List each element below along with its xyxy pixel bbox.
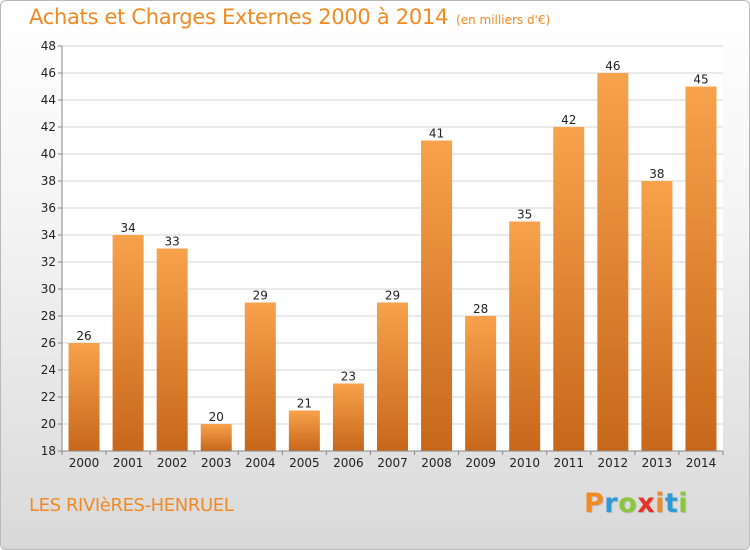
x-tick-label: 2004 bbox=[245, 456, 276, 470]
bar bbox=[377, 302, 408, 451]
bar-value-label: 34 bbox=[120, 221, 135, 235]
x-axis: 2000 2001 2002 2003 2004 2005 2006 2007 2008 2009… bbox=[61, 450, 724, 470]
logo-letter: i bbox=[655, 488, 665, 519]
bar bbox=[156, 248, 188, 451]
bar bbox=[421, 140, 453, 451]
bar-value-label: 29 bbox=[385, 289, 400, 303]
bar-value-label: 46 bbox=[605, 59, 620, 73]
logo-letter: r bbox=[604, 488, 619, 519]
commune-name: LES RIVIèRES-HENRUEL bbox=[29, 495, 234, 516]
y-tick-label: 28 bbox=[41, 309, 56, 323]
x-tick-label: 2006 bbox=[333, 456, 364, 470]
bar bbox=[200, 424, 232, 451]
x-tick-label: 2005 bbox=[289, 456, 320, 470]
logo-letter: P bbox=[584, 488, 605, 519]
bar bbox=[685, 86, 717, 451]
y-axis: 18 20 22 24 26 28 30 32 34 36 38 40 42 44 46 48 bbox=[41, 39, 63, 458]
y-tick-label: 20 bbox=[41, 417, 56, 431]
bar bbox=[288, 410, 320, 451]
x-tick-label: 2011 bbox=[553, 456, 584, 470]
y-tick-label: 24 bbox=[41, 363, 56, 377]
x-tick-label: 2001 bbox=[113, 456, 144, 470]
x-tick-label: 2008 bbox=[421, 456, 452, 470]
bar bbox=[597, 73, 629, 451]
y-tick-label: 40 bbox=[41, 147, 56, 161]
bar bbox=[332, 383, 364, 451]
chart-unit: (en milliers d'€) bbox=[456, 13, 551, 27]
y-tick-label: 44 bbox=[41, 93, 56, 107]
bar-value-label: 38 bbox=[649, 167, 664, 181]
bar-value-label: 20 bbox=[209, 410, 224, 424]
y-tick-label: 30 bbox=[41, 282, 56, 296]
y-tick-label: 18 bbox=[41, 444, 56, 458]
x-tick-label: 2003 bbox=[201, 456, 232, 470]
bars: 26 34 33 20 29 21 23 29 41 28 35 42 46 38 45 bbox=[68, 59, 717, 451]
logo-letter: t bbox=[664, 488, 679, 519]
logo-letter: i bbox=[678, 488, 689, 519]
x-tick-label: 2009 bbox=[465, 456, 496, 470]
y-tick-label: 46 bbox=[41, 66, 56, 80]
bar-value-label: 26 bbox=[76, 329, 91, 343]
bar-value-label: 29 bbox=[253, 289, 268, 303]
y-tick-label: 42 bbox=[41, 120, 56, 134]
logo-letter: x bbox=[637, 488, 656, 519]
bar bbox=[465, 316, 497, 451]
logo-letter: o bbox=[618, 488, 638, 519]
bar-value-label: 35 bbox=[517, 208, 532, 222]
x-tick-label: 2007 bbox=[377, 456, 408, 470]
bar-value-label: 23 bbox=[341, 370, 356, 384]
bar-value-label: 21 bbox=[297, 397, 312, 411]
bar bbox=[244, 302, 276, 451]
bar bbox=[509, 221, 541, 451]
bar bbox=[641, 181, 673, 451]
y-tick-label: 32 bbox=[41, 255, 56, 269]
bar-value-label: 42 bbox=[561, 113, 576, 127]
proxiti-logo: Proxiti bbox=[584, 488, 688, 519]
chart-title-text: Achats et Charges Externes 2000 à 2014 bbox=[29, 5, 449, 29]
x-tick-label: 2013 bbox=[642, 456, 673, 470]
bar-value-label: 33 bbox=[165, 235, 180, 249]
y-tick-label: 36 bbox=[41, 201, 56, 215]
x-tick-label: 2014 bbox=[686, 456, 717, 470]
chart-title: Achats et Charges Externes 2000 à 2014 (e… bbox=[29, 5, 550, 29]
y-tick-label: 22 bbox=[41, 390, 56, 404]
x-tick-label: 2010 bbox=[509, 456, 540, 470]
y-tick-label: 34 bbox=[41, 228, 56, 242]
x-tick-label: 2000 bbox=[69, 456, 100, 470]
x-tick-label: 2002 bbox=[157, 456, 188, 470]
bar-value-label: 41 bbox=[429, 127, 444, 141]
y-tick-label: 48 bbox=[41, 39, 56, 53]
bar bbox=[553, 127, 585, 451]
y-tick-label: 38 bbox=[41, 174, 56, 188]
bar bbox=[68, 343, 100, 451]
bar-value-label: 45 bbox=[693, 73, 708, 87]
x-tick-label: 2012 bbox=[598, 456, 629, 470]
bar bbox=[112, 235, 144, 451]
y-tick-label: 26 bbox=[41, 336, 56, 350]
bar-value-label: 28 bbox=[473, 302, 488, 316]
